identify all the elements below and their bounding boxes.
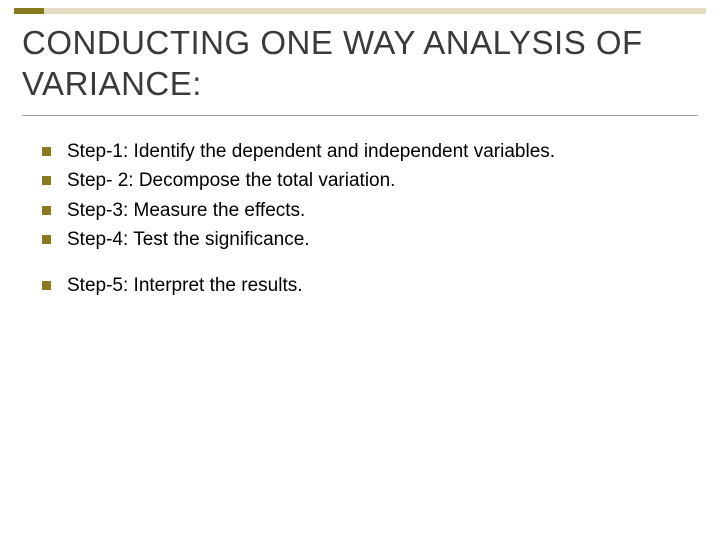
page-title: CONDUCTING ONE WAY ANALYSIS OF VARIANCE:	[22, 22, 698, 111]
title-underline	[22, 115, 698, 116]
accent-bar	[14, 8, 706, 14]
slide: CONDUCTING ONE WAY ANALYSIS OF VARIANCE:…	[0, 0, 720, 540]
square-bullet-icon	[42, 206, 51, 215]
list-item: Step- 2: Decompose the total variation.	[42, 169, 680, 193]
bullet-group: Step-1: Identify the dependent and indep…	[42, 140, 680, 252]
list-item: Step-3: Measure the effects.	[42, 199, 680, 223]
square-bullet-icon	[42, 176, 51, 185]
list-item-text: Step-4: Test the significance.	[67, 228, 680, 252]
title-block: CONDUCTING ONE WAY ANALYSIS OF VARIANCE:	[22, 22, 698, 116]
accent-bar-dark	[14, 8, 44, 14]
square-bullet-icon	[42, 281, 51, 290]
list-item: Step-4: Test the significance.	[42, 228, 680, 252]
list-item: Step-5: Interpret the results.	[42, 274, 680, 298]
accent-bar-light	[44, 8, 706, 14]
content-area: Step-1: Identify the dependent and indep…	[42, 140, 680, 321]
list-item-text: Step-5: Interpret the results.	[67, 274, 680, 298]
list-item-text: Step-1: Identify the dependent and indep…	[67, 140, 680, 164]
list-item-text: Step-3: Measure the effects.	[67, 199, 680, 223]
list-item-text: Step- 2: Decompose the total variation.	[67, 169, 680, 193]
square-bullet-icon	[42, 235, 51, 244]
bullet-group: Step-5: Interpret the results.	[42, 274, 680, 298]
list-item: Step-1: Identify the dependent and indep…	[42, 140, 680, 164]
square-bullet-icon	[42, 147, 51, 156]
